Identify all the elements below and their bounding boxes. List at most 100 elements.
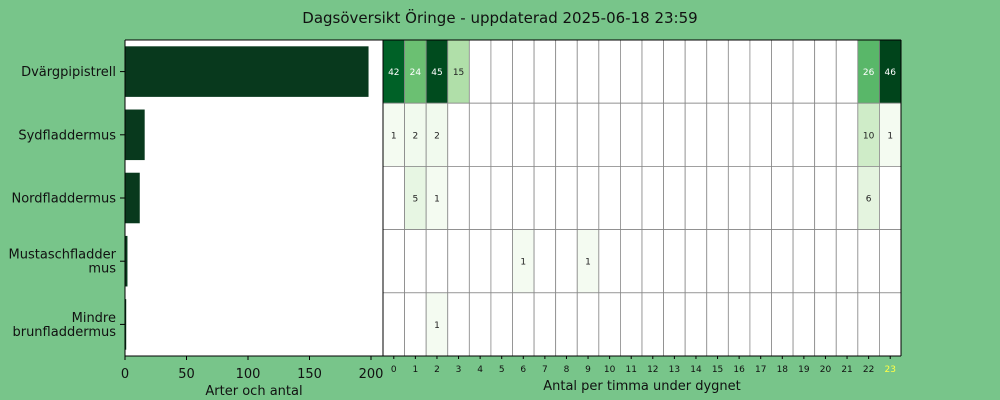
heatmap-cell-2-18 [771, 165, 794, 230]
heatmap-cell-0-20 [814, 39, 837, 104]
heatmap-cell-0-14 [684, 39, 708, 104]
heatmap-cell-0-21 [835, 39, 859, 104]
heatmap-x-axis-label: Antal per timma under dygnet [543, 379, 741, 394]
heatmap-cell-2-3 [447, 165, 470, 230]
hour-label-18: 18 [777, 365, 789, 375]
hour-label-21: 21 [841, 365, 852, 375]
hour-label-1: 1 [413, 365, 419, 375]
species-label-0-0: Dvärgpipistrell [21, 65, 116, 80]
bar-panel: 0 50 100 150 200 Dvärgpipistrell Sydfladdermu… [9, 40, 384, 399]
hour-label-19: 19 [798, 365, 810, 375]
heatmap-value-1-1: 2 [413, 131, 419, 141]
heatmap-cell-4-15 [706, 292, 729, 357]
heatmap-cell-4-18 [771, 292, 794, 357]
hour-label-5: 5 [499, 365, 505, 375]
hour-label-14: 14 [690, 365, 702, 375]
heatmap-cell-4-10 [598, 292, 621, 357]
heatmap-cell-4-14 [684, 292, 708, 357]
bar-1 [125, 109, 145, 161]
heatmap-value-3-6: 1 [520, 258, 526, 268]
heatmap-cell-4-11 [620, 292, 643, 357]
heatmap-cell-3-19 [792, 229, 816, 294]
heatmap-cell-1-15 [706, 102, 729, 167]
heatmap-cell-3-20 [814, 229, 837, 294]
heatmap-cell-4-7 [533, 292, 557, 357]
heatmap-cell-4-13 [663, 292, 686, 357]
heatmap-cell-0-16 [727, 39, 751, 104]
heatmap-cell-4-5 [490, 292, 513, 357]
heatmap-value-1-23: 1 [887, 131, 893, 141]
heatmap-value-0-3: 15 [453, 68, 464, 78]
heatmap-cell-3-1 [404, 229, 427, 294]
hour-label-2: 2 [434, 365, 440, 375]
heatmap-cell-4-4 [468, 292, 492, 357]
hour-label-10: 10 [604, 365, 616, 375]
hour-label-17: 17 [755, 365, 766, 375]
chart-title: Dagsöversikt Öringe - uppdaterad 2025-06… [302, 8, 697, 27]
heatmap-cell-0-5 [490, 39, 513, 104]
hour-label-8: 8 [564, 365, 570, 375]
heatmap-cell-0-10 [598, 39, 621, 104]
heatmap-cell-4-8 [555, 292, 578, 357]
heatmap-cell-4-19 [792, 292, 816, 357]
hour-label-4: 4 [477, 365, 483, 375]
heatmap-cell-3-4 [468, 229, 492, 294]
heatmap-cell-3-14 [684, 229, 708, 294]
hour-label-12: 12 [647, 365, 658, 375]
heatmap-cell-3-3 [447, 229, 470, 294]
heatmap-value-2-2: 1 [434, 195, 440, 205]
heatmap-cell-2-23 [879, 165, 902, 230]
heatmap-cell-2-14 [684, 165, 708, 230]
heatmap-panel: 42 24 45 15 26 461 2 2 10 15 1 61 11 0 1 2 3 4 5 6 7 8 9 10 11 1… [382, 39, 902, 394]
heatmap-value-4-2: 1 [434, 321, 440, 331]
bar-x-tick-label-4: 200 [359, 367, 384, 382]
heatmap-cell-3-10 [598, 229, 621, 294]
heatmap-value-0-23: 46 [884, 68, 896, 78]
heatmap-cell-4-9 [576, 292, 600, 357]
bar-4 [125, 299, 127, 350]
heatmap-cell-3-16 [727, 229, 751, 294]
heatmap-cell-2-21 [835, 165, 859, 230]
heatmap-cell-4-20 [814, 292, 837, 357]
heatmap-cell-3-18 [771, 229, 794, 294]
hour-label-15: 15 [712, 365, 723, 375]
heatmap-cell-1-7 [533, 102, 557, 167]
heatmap-cell-2-19 [792, 165, 816, 230]
heatmap-cell-1-12 [641, 102, 664, 167]
heatmap-cell-2-9 [576, 165, 600, 230]
heatmap-cell-2-4 [468, 165, 492, 230]
heatmap-cell-1-16 [727, 102, 751, 167]
hour-label-6: 6 [520, 365, 526, 375]
heatmap-cell-0-9 [576, 39, 600, 104]
heatmap-cell-0-4 [468, 39, 492, 104]
heatmap-cell-4-22 [857, 292, 880, 357]
heatmap-cell-0-7 [533, 39, 557, 104]
hour-label-11: 11 [625, 365, 636, 375]
heatmap-value-1-22: 10 [863, 131, 875, 141]
heatmap-cell-3-23 [879, 229, 902, 294]
heatmap-value-2-1: 5 [413, 195, 419, 205]
heatmap-cell-1-21 [835, 102, 859, 167]
heatmap-cell-2-13 [663, 165, 686, 230]
heatmap-cell-4-17 [749, 292, 772, 357]
heatmap-cell-2-12 [641, 165, 664, 230]
heatmap-cell-0-15 [706, 39, 729, 104]
heatmap-cell-1-19 [792, 102, 816, 167]
heatmap-cell-2-15 [706, 165, 729, 230]
heatmap-cell-4-23 [879, 292, 902, 357]
heatmap-cell-2-5 [490, 165, 513, 230]
species-label-4-1: brunfladdermus [12, 325, 116, 340]
heatmap-cell-1-17 [749, 102, 772, 167]
heatmap-cell-3-7 [533, 229, 557, 294]
heatmap-cell-1-11 [620, 102, 643, 167]
heatmap-value-0-22: 26 [863, 68, 875, 78]
hour-label-23: 23 [884, 365, 895, 375]
heatmap-cell-0-8 [555, 39, 578, 104]
heatmap-cell-2-7 [533, 165, 557, 230]
heatmap-value-3-9: 1 [585, 258, 591, 268]
heatmap-value-0-0: 42 [388, 68, 399, 78]
heatmap-cell-1-20 [814, 102, 837, 167]
heatmap-cell-3-8 [555, 229, 578, 294]
heatmap-cell-4-6 [512, 292, 535, 357]
heatmap-cell-1-6 [512, 102, 535, 167]
